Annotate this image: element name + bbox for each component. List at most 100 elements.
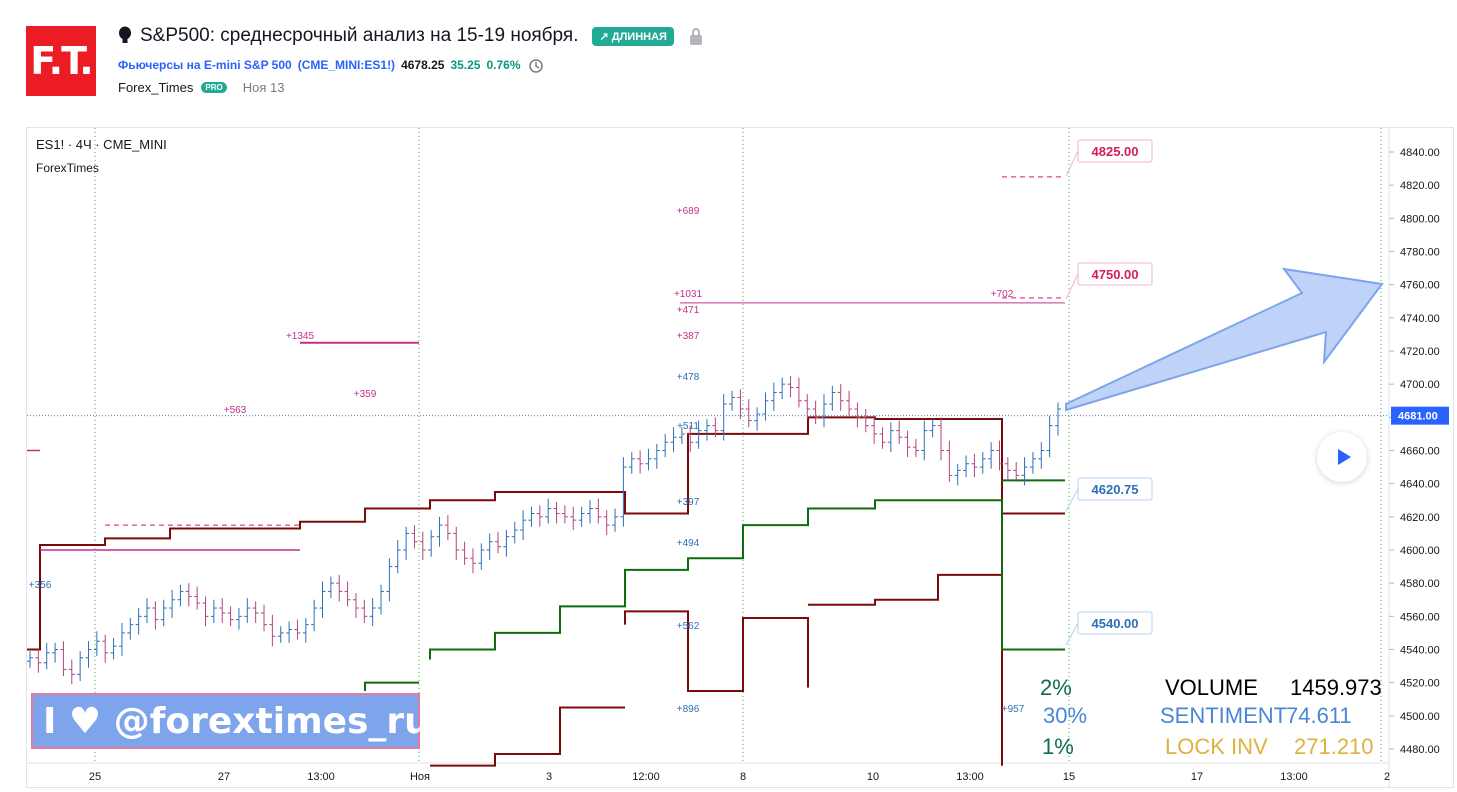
- symbol-code-link[interactable]: (CME_MINI:ES1!): [297, 58, 396, 72]
- time-tick-label: 13:00: [1280, 771, 1308, 783]
- idea-header: F.T. S&P500: среднесрочный анализ на 15-…: [0, 0, 1457, 118]
- lock-inv-label: LOCK INV: [1165, 734, 1268, 759]
- price-label-connector: [1065, 150, 1079, 177]
- volume-label: VOLUME: [1165, 675, 1258, 700]
- watermark-banner: I ♥ @forextimes_ru: [31, 693, 430, 749]
- symbol-change-pct: 0.76%: [486, 58, 521, 72]
- time-tick-label: 12:00: [632, 771, 660, 783]
- lower-step-line: [808, 573, 1003, 766]
- symbol-change: 35.25: [450, 58, 481, 72]
- symbol-row: Фьючерсы на E-mini S&P 500 (CME_MINI:ES1…: [118, 56, 545, 74]
- annotation-label: +387: [677, 331, 700, 342]
- price-axis: 4480.00 4500.00 4520.00 4540.00 4560.00 4580.…: [1389, 147, 1449, 756]
- annotation-label: +356: [29, 580, 52, 591]
- support-step-line: [429, 499, 1065, 660]
- chart-grid: [27, 128, 1390, 787]
- author-name[interactable]: Forex_Times: [118, 80, 194, 95]
- price-label-text: 4825.00: [1092, 144, 1139, 159]
- annotation-label: +1031: [674, 289, 703, 300]
- annotation-label: +494: [677, 538, 700, 549]
- annotation-label: +397: [677, 497, 700, 508]
- price-labels: 4825.00 4750.00 4620.75 4540.00: [1065, 139, 1153, 646]
- play-button[interactable]: [1317, 432, 1367, 482]
- watermark-text: I ♥ @forextimes_ru: [43, 700, 430, 742]
- time-tick-label: 15: [1063, 771, 1075, 783]
- price-tick-label: 4700.00: [1400, 379, 1440, 391]
- lock-inv-value: 271.210: [1294, 734, 1374, 759]
- chart-legend-symbol: ES1! · 4Ч · CME_MINI: [36, 137, 167, 152]
- forextimes-logo[interactable]: F.T.: [26, 26, 96, 96]
- alarm-clock-icon[interactable]: [527, 56, 545, 74]
- price-tick-label: 4820.00: [1400, 180, 1440, 192]
- long-badge: ↗ ДЛИННАЯ: [592, 26, 674, 46]
- level-lines: [27, 176, 1065, 767]
- annotation-label: +562: [677, 621, 700, 632]
- support-small-line: [364, 681, 419, 691]
- price-tick-label: 4600.00: [1400, 545, 1440, 557]
- time-tick-label: 8: [740, 771, 746, 783]
- time-tick-label: 10: [867, 771, 879, 783]
- publish-date: Ноя 13: [242, 80, 285, 95]
- lightbulb-icon: [119, 26, 131, 43]
- forecast-arrow-shape: [1065, 267, 1384, 412]
- logo-text: F.T.: [30, 39, 93, 83]
- time-tick-label: 27: [218, 771, 230, 783]
- idea-title[interactable]: S&P500: среднесрочный анализ на 15-19 но…: [140, 25, 579, 46]
- price-label-connector: [1065, 488, 1079, 512]
- current-price-badge: [1391, 406, 1449, 425]
- annotation-label: +702: [991, 289, 1014, 300]
- pro-badge: PRO: [201, 82, 227, 93]
- price-tick-label: 4540.00: [1400, 645, 1440, 657]
- volume-value: 1459.973: [1290, 675, 1382, 700]
- chart-legend-author: ForexTimes: [36, 161, 99, 175]
- price-tick-label: 4500.00: [1400, 711, 1440, 723]
- author-row: Forex_Times PRO Ноя 13: [118, 80, 284, 95]
- price-label-connector: [1065, 273, 1079, 300]
- annotation-label: +511: [677, 421, 699, 432]
- annotation-label: +359: [354, 389, 377, 400]
- mid-step-line: [624, 610, 809, 692]
- time-tick-label: 13:00: [307, 771, 335, 783]
- price-label-text: 4540.00: [1092, 616, 1139, 631]
- current-price-text: 4681.00: [1398, 411, 1438, 423]
- sentiment-value: 74.611: [1286, 703, 1352, 728]
- bottom-step-line: [430, 706, 625, 767]
- annotation-label: +1345: [286, 331, 315, 342]
- sentiment-label: SENTIMENT: [1160, 703, 1288, 728]
- price-tick-label: 4780.00: [1400, 247, 1440, 259]
- price-tick-label: 4800.00: [1400, 213, 1440, 225]
- price-tick-label: 4620.00: [1400, 512, 1440, 524]
- stat-pct-1: 2%: [1040, 675, 1072, 700]
- price-label-text: 4750.00: [1092, 267, 1139, 282]
- annotation-label: +689: [677, 206, 700, 217]
- forecast-arrow: [1065, 267, 1384, 412]
- lock-icon: [689, 28, 702, 45]
- annotations: +689 +1031 +471 +702 +1345 +387 +359 +563 +478 +5…: [29, 206, 1025, 715]
- annotation-label: +896: [677, 704, 700, 715]
- price-tick-label: 4740.00: [1400, 313, 1440, 325]
- annotation-label: +478: [677, 372, 700, 383]
- time-tick-label: Ноя: [410, 771, 430, 783]
- time-tick-label: 3: [546, 771, 552, 783]
- price-tick-label: 4480.00: [1400, 744, 1440, 756]
- price-tick-label: 4580.00: [1400, 578, 1440, 590]
- price-tick-label: 4640.00: [1400, 479, 1440, 491]
- price-label-text: 4620.75: [1092, 482, 1139, 497]
- price-tick-label: 4840.00: [1400, 147, 1440, 159]
- time-tick-label: 25: [89, 771, 101, 783]
- time-axis: 25 27 13:00 Ноя 3 12:00 8 10 13:00 15 17 13:00 2: [89, 771, 1390, 783]
- time-tick-label: 17: [1191, 771, 1203, 783]
- symbol-name-link[interactable]: Фьючерсы на E-mini S&P 500: [118, 58, 292, 72]
- annotation-label: +563: [224, 405, 247, 416]
- candles: [27, 375, 1061, 685]
- price-tick-label: 4520.00: [1400, 678, 1440, 690]
- time-tick-label: 2: [1384, 771, 1390, 783]
- time-tick-label: 13:00: [956, 771, 984, 783]
- price-label-connector: [1065, 622, 1079, 646]
- stat-pct-2: 30%: [1043, 703, 1088, 728]
- chart-frame[interactable]: [26, 127, 1454, 788]
- annotation-label: +957: [1002, 704, 1025, 715]
- price-tick-label: 4660.00: [1400, 446, 1440, 458]
- title-row: S&P500: среднесрочный анализ на 15-19 но…: [118, 25, 702, 47]
